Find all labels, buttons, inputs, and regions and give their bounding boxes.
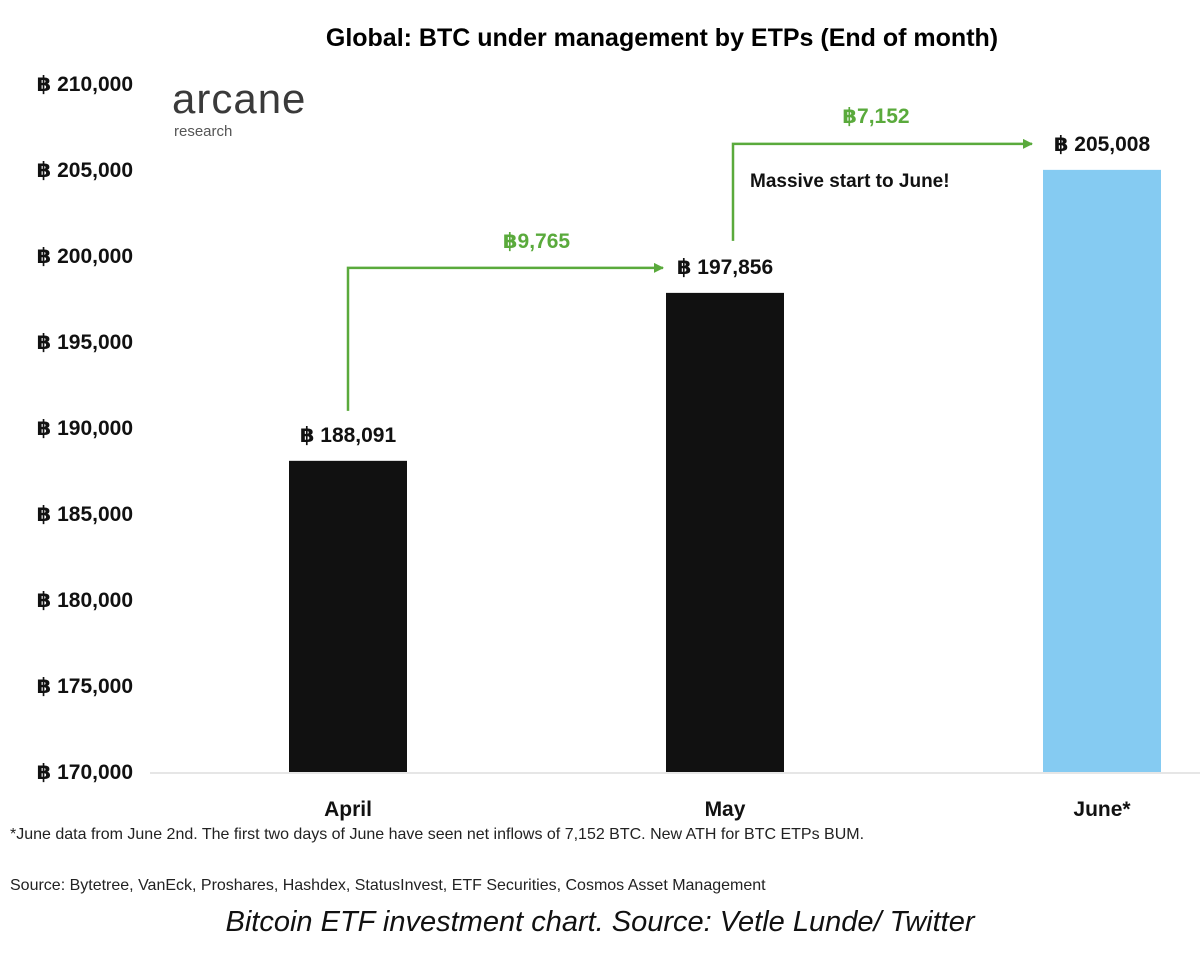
y-tick-label: ฿ 190,000 [37,417,133,440]
y-tick-label: ฿ 175,000 [37,675,133,698]
image-caption: Bitcoin ETF investment chart. Source: Ve… [225,906,975,938]
x-tick-label: May [705,798,746,821]
annotation-text: Massive start to June! [750,171,950,192]
change-label: ฿7,152 [842,105,909,128]
y-axis: ฿ 170,000 ฿ 175,000 ฿ 180,000 ฿ 185,000 ฿ 19… [37,73,133,784]
data-label: ฿ 197,856 [677,256,773,279]
footnote: *June data from June 2nd. The first two … [10,826,865,843]
bars [289,169,1161,772]
y-tick-label: ฿ 200,000 [37,245,133,268]
source-note: Source: Bytetree, VanEck, Proshares, Has… [10,877,766,894]
data-labels: ฿ 188,091 ฿ 197,856 ฿ 205,008 [300,133,1151,447]
arcane-logo: arcane research [172,75,306,140]
data-label: ฿ 205,008 [1054,133,1151,156]
logo-text: arcane [172,75,306,122]
data-label: ฿ 188,091 [300,424,397,447]
bar-may [666,292,784,772]
change-arrow-april-may [346,262,664,411]
x-axis: April May June* [324,798,1131,821]
y-tick-label: ฿ 185,000 [37,503,133,526]
x-tick-label: June* [1073,798,1131,821]
change-arrows: ฿9,765 ฿7,152 [346,105,1033,411]
chart: Global: BTC under management by ETPs (En… [37,24,1200,821]
change-label: ฿9,765 [503,230,570,253]
y-tick-label: ฿ 205,000 [37,159,133,182]
bar-june [1043,169,1161,772]
y-tick-label: ฿ 195,000 [37,331,133,354]
change-arrow-may-june [731,138,1033,241]
y-tick-label: ฿ 170,000 [37,761,133,784]
chart-title: Global: BTC under management by ETPs (En… [326,24,998,52]
logo-subtext: research [174,123,232,140]
bar-april [289,460,407,772]
x-tick-label: April [324,798,372,821]
y-tick-label: ฿ 210,000 [37,73,133,96]
y-tick-label: ฿ 180,000 [37,589,133,612]
